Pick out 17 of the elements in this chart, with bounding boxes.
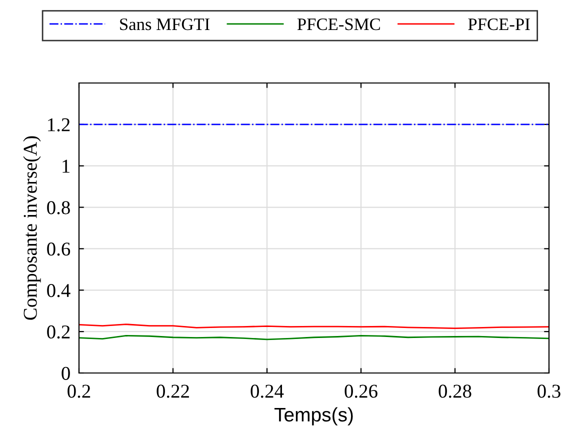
x-axis-title: Temps(s) (274, 407, 353, 426)
legend-label: PFCE-SMC (297, 18, 380, 30)
y-tick-label: 0.6 (47, 242, 70, 256)
y-tick-label: 0.4 (47, 284, 70, 298)
legend-label: PFCE-PI (468, 18, 530, 30)
y-tick-label: 0.2 (47, 325, 70, 339)
y-tick-label: 1 (62, 160, 70, 173)
x-tick-label: 0.22 (156, 384, 189, 398)
x-tick-label: 0.26 (344, 384, 378, 398)
legend-label: Sans MFGTI (120, 18, 210, 30)
x-tick-label: 0.28 (438, 384, 472, 398)
y-axis-title: Composante inverse(A) (23, 136, 41, 320)
y-tick-label: 0 (62, 366, 70, 380)
x-tick-label: 0.3 (538, 384, 560, 398)
x-tick-label: 0.24 (250, 384, 284, 398)
y-tick-label: 1.2 (48, 118, 70, 132)
y-tick-label: 0.8 (47, 201, 70, 214)
